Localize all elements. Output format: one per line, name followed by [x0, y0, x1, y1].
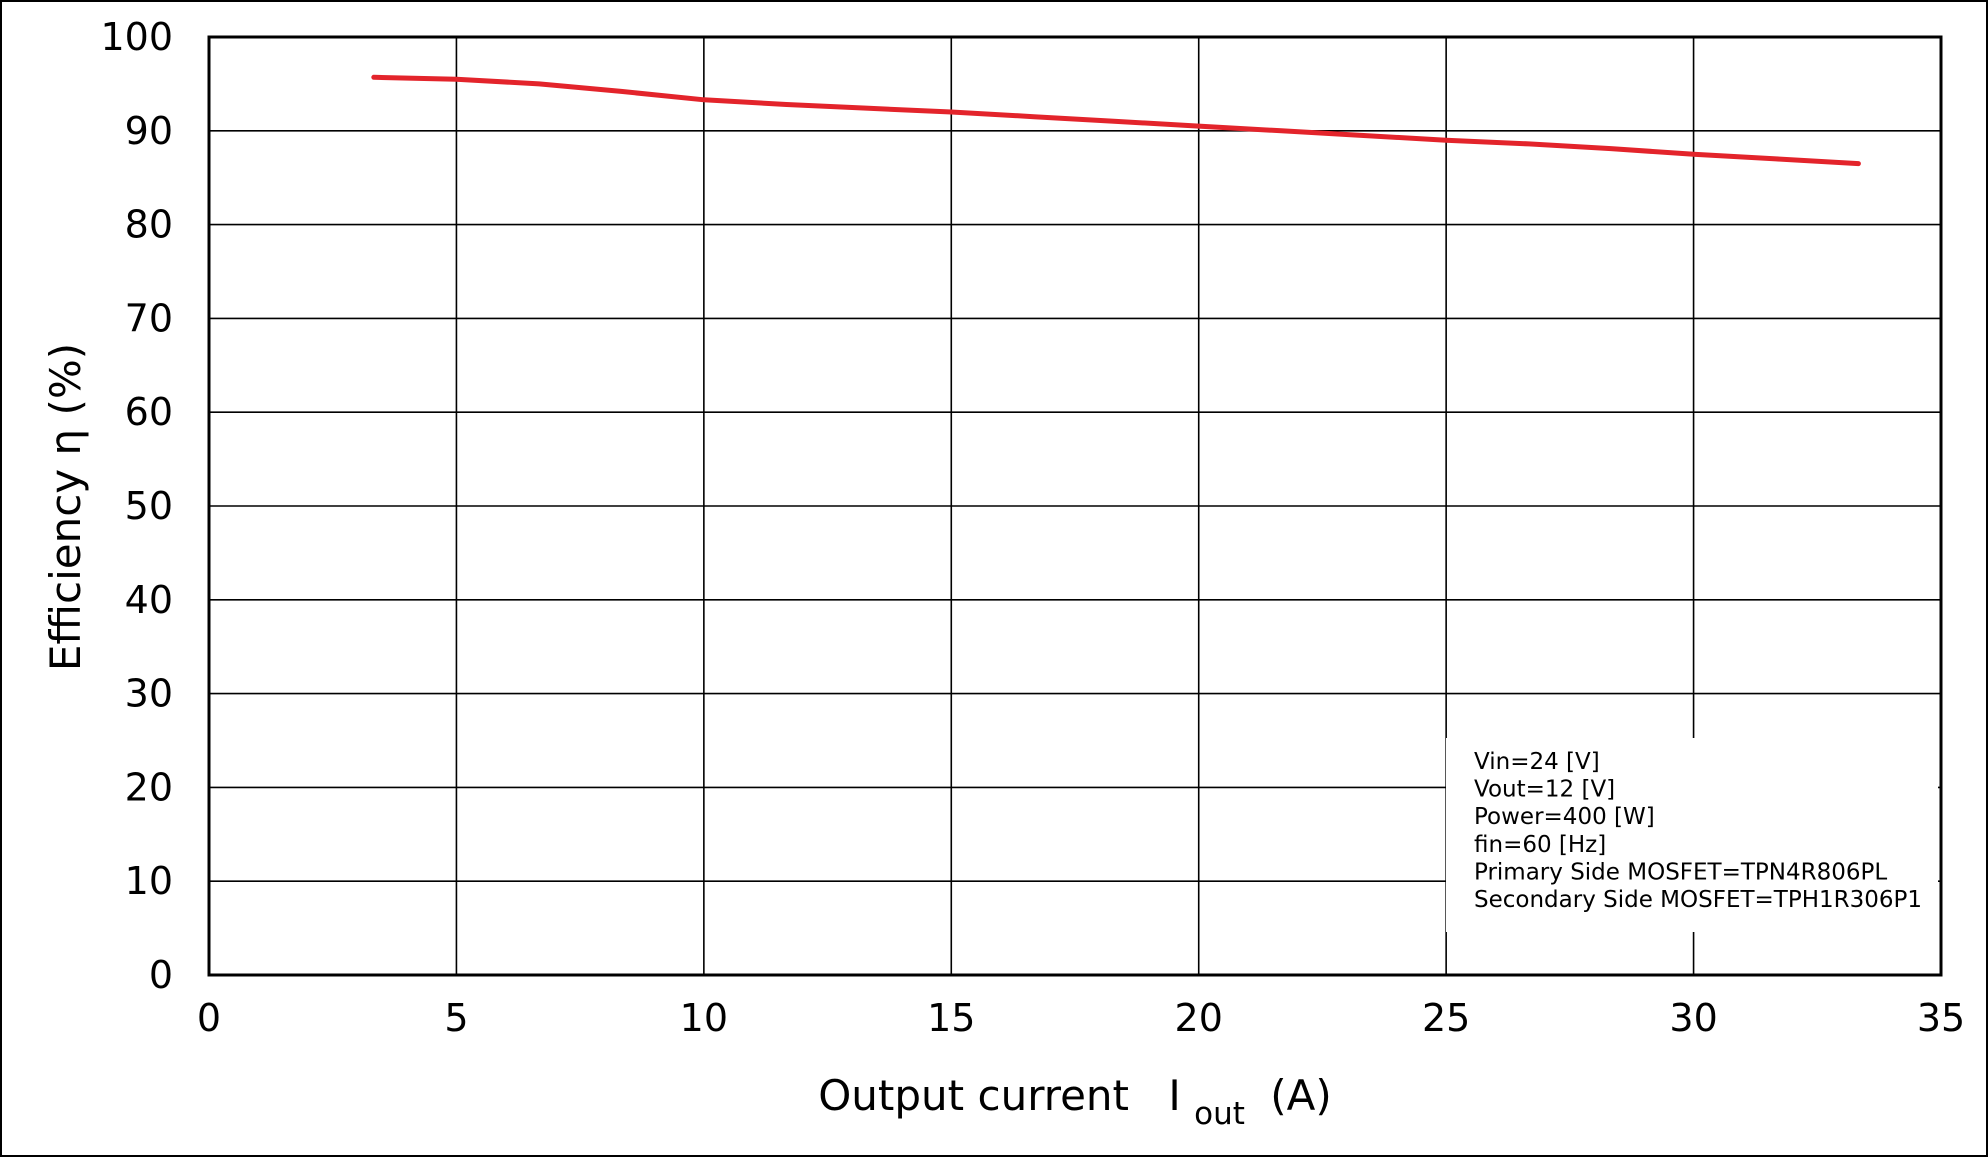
- x-axis-title: Output current I out (A): [818, 1071, 1332, 1134]
- x-tick-label: 15: [927, 996, 975, 1040]
- x-tick-label: 25: [1422, 996, 1470, 1040]
- y-axis-title: Efficiency η (%): [41, 343, 90, 671]
- y-tick-label: 90: [125, 109, 173, 153]
- x-axis-label: Output current: [818, 1071, 1129, 1120]
- x-tick-label: 5: [444, 996, 468, 1040]
- y-tick-label: 100: [100, 15, 173, 59]
- annotation-line: fin=60 [Hz]: [1474, 832, 1606, 858]
- grid-lines: [209, 37, 1941, 975]
- annotation-line: Secondary Side MOSFET=TPH1R306P1: [1474, 887, 1922, 913]
- annotation-box: [1446, 738, 1938, 932]
- y-tick-label: 50: [125, 484, 173, 528]
- y-tick-label: 60: [125, 390, 173, 434]
- x-axis-subscript: out: [1194, 1096, 1245, 1132]
- series-layer: [371, 74, 1861, 167]
- y-tick-label: 20: [125, 765, 173, 809]
- x-axis-unit: (A): [1270, 1071, 1332, 1120]
- x-tick-label: 10: [680, 996, 728, 1040]
- y-tick-label: 80: [125, 203, 173, 247]
- tick-labels: 0 5 10 15 20 25 30 35 0 10 20 30 40 50 60 70 80 90 100: [100, 15, 1965, 1040]
- x-tick-label: 0: [197, 996, 221, 1040]
- x-tick-label: 35: [1917, 996, 1965, 1040]
- y-tick-label: 0: [149, 953, 173, 997]
- x-axis-symbol: I: [1168, 1071, 1180, 1120]
- plot-area-border: [207, 35, 1943, 977]
- y-tick-label: 30: [125, 672, 173, 716]
- annotation-line: Vout=12 [V]: [1474, 777, 1615, 803]
- annotation-line: Primary Side MOSFET=TPN4R806PL: [1474, 859, 1887, 885]
- x-tick-label: 20: [1175, 996, 1223, 1040]
- annotation-line: Power=400 [W]: [1474, 804, 1655, 830]
- x-tick-label: 30: [1669, 996, 1717, 1040]
- annotation-text: Vin=24 [V]Vout=12 [V]Power=400 [W]fin=60…: [1474, 749, 1922, 913]
- efficiency-series-line: [371, 74, 1861, 167]
- annotation-line: Vin=24 [V]: [1474, 749, 1600, 775]
- y-tick-label: 10: [125, 859, 173, 903]
- y-tick-label: 40: [125, 578, 173, 622]
- y-tick-label: 70: [125, 296, 173, 340]
